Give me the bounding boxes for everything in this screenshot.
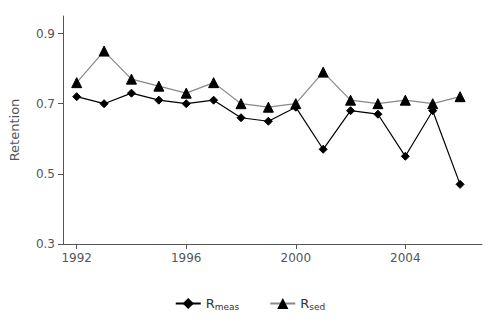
svg-text:R: R [206, 296, 215, 311]
svg-text:0.3: 0.3 [36, 237, 55, 251]
svg-text:0.9: 0.9 [36, 27, 55, 41]
svg-text:Retention: Retention [7, 99, 22, 162]
svg-text:1992: 1992 [61, 251, 92, 265]
svg-text:1996: 1996 [171, 251, 202, 265]
svg-text:meas: meas [215, 302, 240, 312]
svg-text:0.7: 0.7 [36, 97, 55, 111]
svg-text:0.5: 0.5 [36, 167, 55, 181]
svg-text:R: R [300, 296, 309, 311]
svg-text:sed: sed [309, 302, 325, 312]
svg-text:2004: 2004 [390, 251, 421, 265]
svg-text:2000: 2000 [281, 251, 312, 265]
